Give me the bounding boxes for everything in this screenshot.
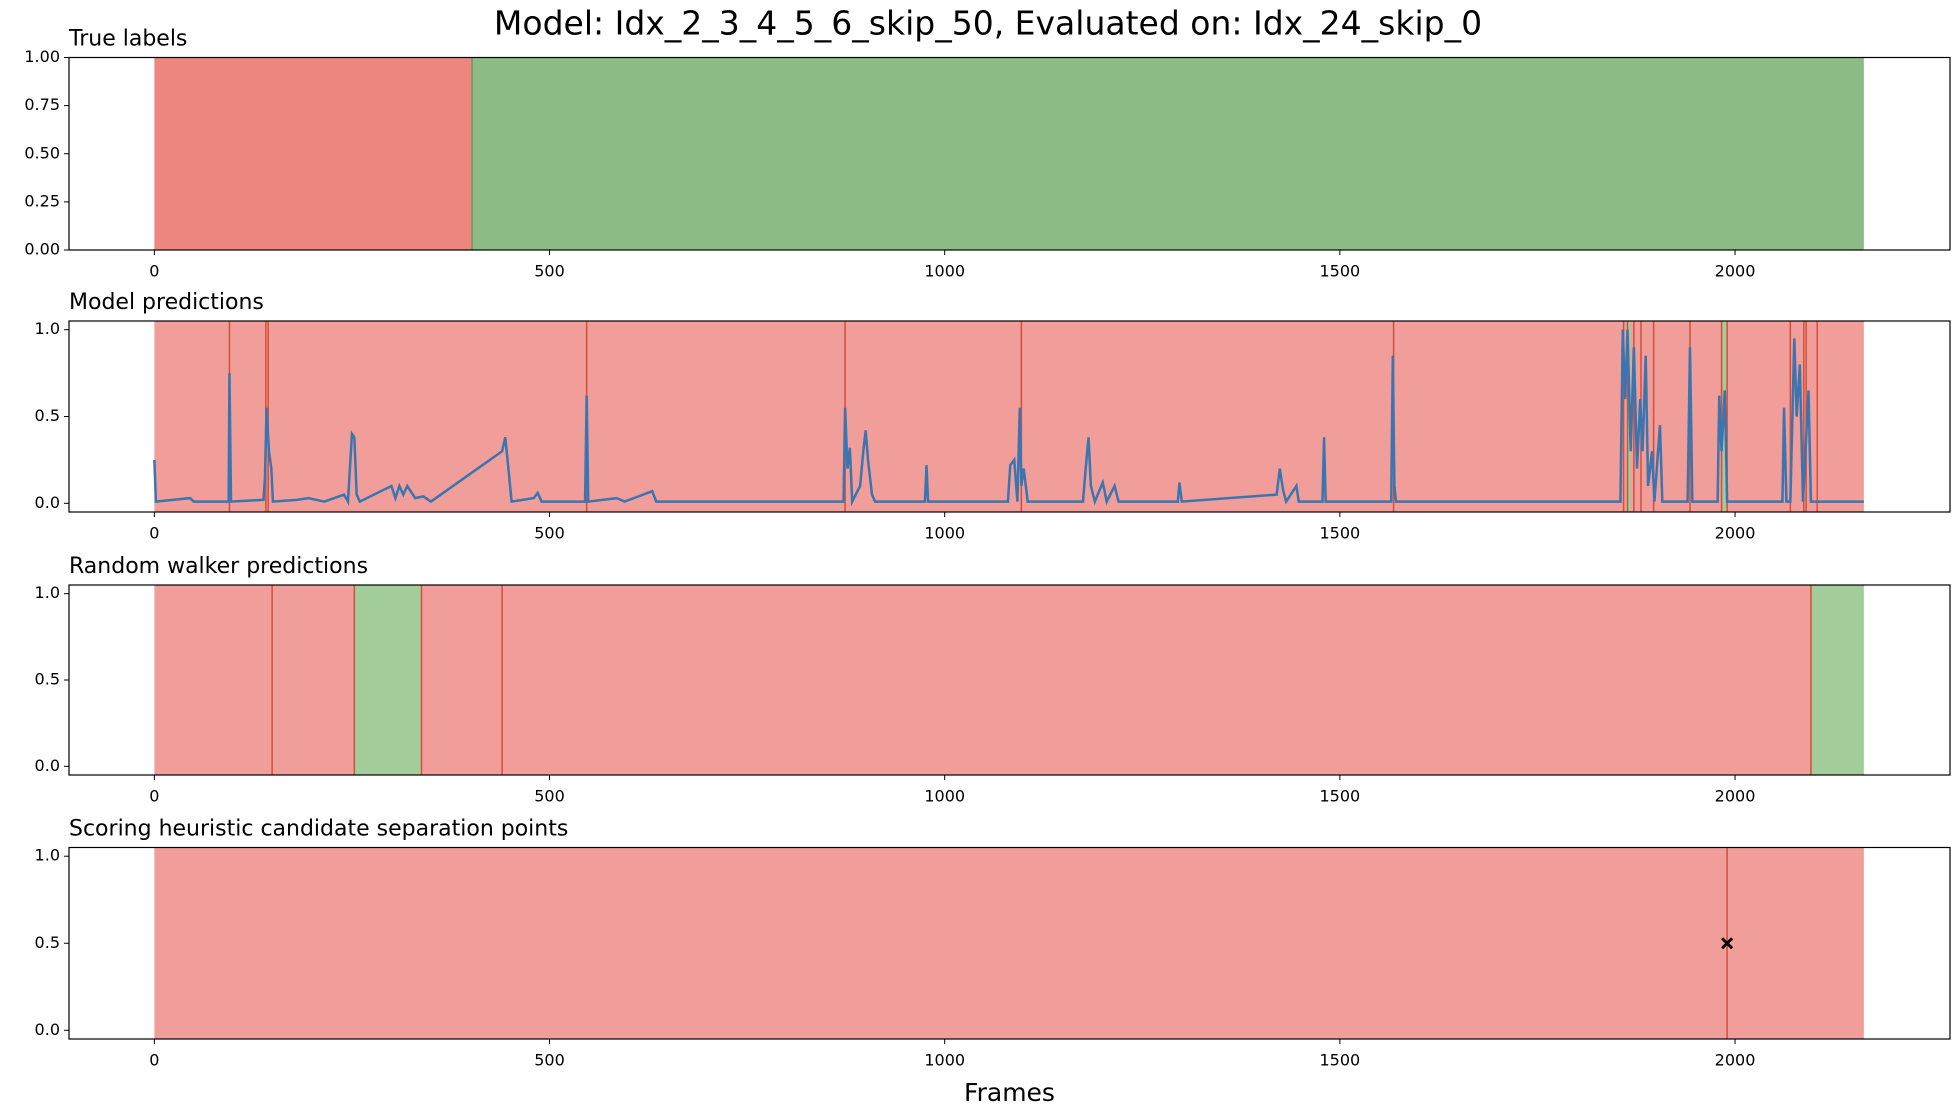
figure-title: Model: Idx_2_3_4_5_6_skip_50, Evaluated …	[494, 4, 1482, 43]
subplot-title: True labels	[68, 27, 187, 52]
y-tick-label: 0.5	[35, 933, 60, 952]
y-tick-label: 0.25	[24, 191, 60, 210]
y-tick-label: 0.50	[24, 143, 60, 162]
y-tick-label: 0.0	[35, 1020, 60, 1039]
y-tick-label: 0.75	[24, 95, 60, 114]
x-tick-label: 2000	[1715, 1051, 1756, 1070]
y-tick-label: 0.00	[24, 240, 60, 259]
span	[1810, 585, 1864, 775]
subplot-title: Model predictions	[69, 290, 264, 315]
y-tick-label: 0.0	[35, 756, 60, 775]
y-tick-label: 1.0	[35, 846, 60, 865]
subplot-title: Random walker predictions	[69, 554, 368, 579]
x-tick-label: 1500	[1320, 1051, 1361, 1070]
x-tick-label: 0	[149, 262, 159, 281]
x-tick-label: 1500	[1320, 262, 1361, 281]
x-tick-label: 2000	[1715, 262, 1756, 281]
x-tick-label: 0	[149, 1051, 159, 1070]
y-tick-label: 0.5	[35, 670, 60, 689]
span	[1625, 321, 1631, 512]
span	[354, 585, 422, 775]
span	[154, 847, 1864, 1039]
x-tick-label: 500	[534, 787, 565, 806]
point-marker	[1721, 937, 1734, 950]
y-tick-label: 0.5	[35, 406, 60, 425]
span	[472, 57, 1864, 250]
span	[154, 57, 473, 250]
x-tick-label: 0	[149, 524, 159, 543]
y-tick-label: 0.0	[35, 493, 60, 512]
x-tick-label: 500	[534, 1051, 565, 1070]
x-tick-label: 1500	[1320, 787, 1361, 806]
x-axis-label: Frames	[964, 1078, 1055, 1107]
x-tick-label: 500	[534, 524, 565, 543]
x-tick-label: 1000	[924, 787, 965, 806]
y-tick-label: 1.0	[35, 319, 60, 338]
subplot-title: Scoring heuristic candidate separation p…	[69, 817, 568, 842]
x-tick-label: 1000	[924, 262, 965, 281]
x-tick-label: 500	[534, 262, 565, 281]
prediction-line	[153, 329, 1864, 507]
y-tick-label: 1.0	[35, 583, 60, 602]
x-tick-label: 0	[149, 787, 159, 806]
y-tick-label: 1.00	[24, 47, 60, 66]
x-tick-label: 2000	[1715, 787, 1756, 806]
span	[421, 585, 1811, 775]
x-tick-label: 1000	[924, 1051, 965, 1070]
x-tick-label: 1500	[1320, 524, 1361, 543]
span	[154, 585, 355, 775]
x-tick-label: 2000	[1715, 524, 1756, 543]
x-tick-label: 1000	[924, 524, 965, 543]
